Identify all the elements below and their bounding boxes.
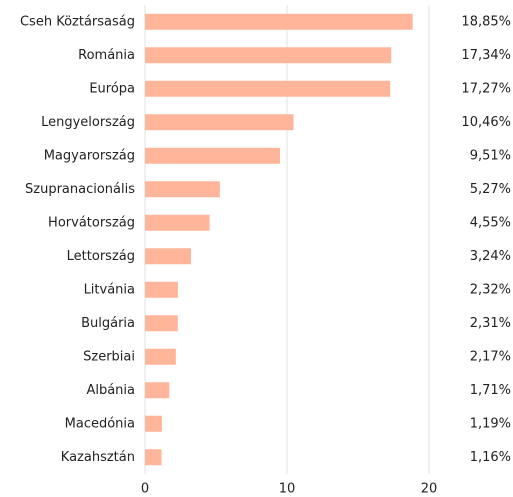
category-label: Európa <box>89 81 135 96</box>
bar <box>145 147 281 164</box>
value-label: 18,85% <box>461 14 511 29</box>
value-label: 1,19% <box>470 416 511 431</box>
value-label: 2,17% <box>470 349 511 364</box>
category-label: Kazahsztán <box>61 450 135 465</box>
bar <box>145 47 392 64</box>
bar <box>145 348 176 365</box>
category-label: Szupranacionális <box>25 182 135 197</box>
bar <box>145 248 192 265</box>
value-label: 9,51% <box>470 148 511 163</box>
value-label: 1,71% <box>470 383 511 398</box>
value-label: 10,46% <box>461 115 511 130</box>
category-label: Lettország <box>67 249 135 264</box>
category-label: Cseh Köztársaság <box>20 14 135 29</box>
category-label: Bulgária <box>81 316 135 331</box>
bar <box>145 382 170 399</box>
bar <box>145 114 294 131</box>
category-label: Lengyelország <box>41 115 135 130</box>
value-label: 17,27% <box>461 81 511 96</box>
bar <box>145 315 178 332</box>
x-tick-label: 10 <box>279 482 296 497</box>
bar <box>145 449 162 466</box>
value-label: 2,32% <box>470 282 511 297</box>
x-tick-label: 20 <box>421 482 438 497</box>
category-label: Szerbiai <box>83 349 135 364</box>
bar <box>145 181 220 198</box>
bar <box>145 214 210 231</box>
bar <box>145 281 178 298</box>
category-label: Románia <box>78 48 135 63</box>
bar <box>145 80 391 97</box>
x-tick-label: 0 <box>141 482 149 497</box>
value-label: 5,27% <box>470 182 511 197</box>
category-label: Macedónia <box>65 416 135 431</box>
bar <box>145 13 413 30</box>
value-label: 2,31% <box>470 316 511 331</box>
category-label: Litvánia <box>84 282 135 297</box>
category-label: Horvátország <box>48 215 135 230</box>
bar <box>145 415 162 432</box>
value-label: 3,24% <box>470 249 511 264</box>
category-label: Magyarország <box>44 148 135 163</box>
value-label: 4,55% <box>470 215 511 230</box>
value-label: 1,16% <box>470 450 511 465</box>
value-label: 17,34% <box>461 48 511 63</box>
category-label: Albánia <box>86 383 135 398</box>
